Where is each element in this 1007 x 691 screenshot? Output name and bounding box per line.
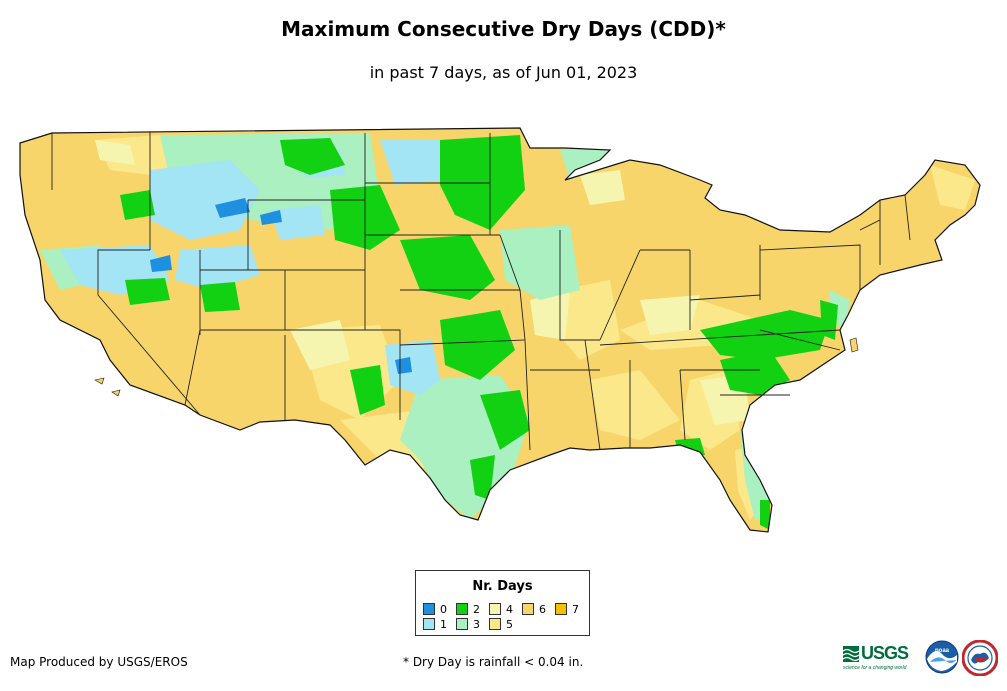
- map-credit: Map Produced by USGS/EROS: [10, 655, 188, 669]
- legend-label: 0: [440, 603, 447, 616]
- legend-item-5: 5: [489, 618, 513, 631]
- legend-swatch: [423, 618, 435, 630]
- legend-label: 7: [572, 603, 579, 616]
- nws-logo-icon: [962, 640, 998, 676]
- legend-item-6: 6: [522, 603, 546, 616]
- noaa-logo-icon: noaa: [925, 640, 959, 674]
- legend-swatch: [423, 603, 435, 615]
- usgs-tagline: science for a changing world: [843, 665, 907, 671]
- legend-swatch: [456, 603, 468, 615]
- legend-label: 3: [473, 618, 480, 631]
- svg-text:noaa: noaa: [935, 648, 950, 654]
- legend-label: 2: [473, 603, 480, 616]
- legend-swatch: [555, 603, 567, 615]
- legend-label: 5: [506, 618, 513, 631]
- map-subtitle: in past 7 days, as of Jun 01, 2023: [369, 63, 638, 82]
- state-borders: [51, 132, 911, 451]
- coastal-islands: [94, 337, 859, 397]
- legend-label: 4: [506, 603, 513, 616]
- legend: Nr. Days 0 1 2 3 4 5 6 7: [415, 570, 590, 636]
- legend-label: 1: [440, 618, 447, 631]
- legend-item-2: 2: [456, 603, 480, 616]
- four-day-areas: [95, 140, 750, 425]
- map-title: Maximum Consecutive Dry Days (CDD)*: [281, 17, 726, 41]
- zero-day-areas: [150, 198, 412, 374]
- legend-item-7: 7: [555, 603, 579, 616]
- legend-item-4: 4: [489, 603, 513, 616]
- legend-swatch: [489, 603, 501, 615]
- legend-swatch: [489, 618, 501, 630]
- usgs-logo: USGS science for a changing world: [843, 643, 919, 671]
- legend-label: 6: [539, 603, 546, 616]
- legend-item-1: 1: [423, 618, 447, 631]
- usgs-wave-icon: [843, 646, 859, 662]
- usgs-wordmark: USGS: [861, 643, 909, 663]
- one-day-areas: [60, 140, 445, 395]
- dry-day-footnote: * Dry Day is rainfall < 0.04 in.: [403, 655, 584, 669]
- legend-swatch: [522, 603, 534, 615]
- legend-item-3: 3: [456, 618, 480, 631]
- legend-item-0: 0: [423, 603, 447, 616]
- legend-swatch: [456, 618, 468, 630]
- legend-title: Nr. Days: [472, 579, 533, 594]
